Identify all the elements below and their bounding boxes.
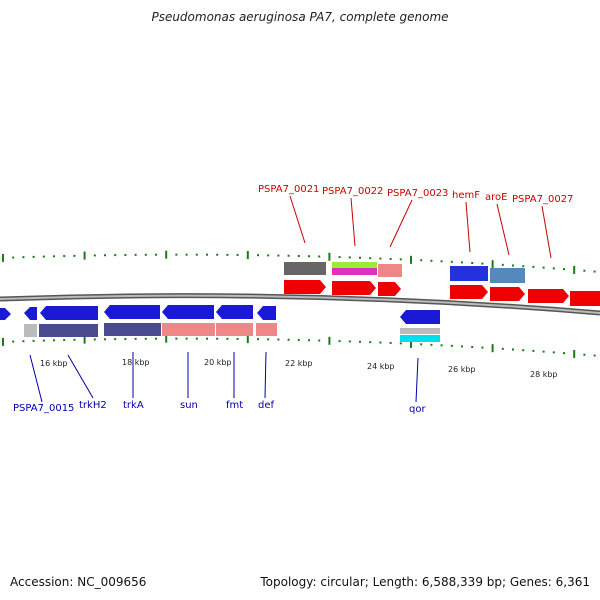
feature-box — [332, 268, 377, 275]
feature-box — [450, 266, 488, 281]
gene-label: PSPA7_0021 — [258, 184, 319, 195]
gene-label: hemF — [452, 190, 480, 201]
feature-box — [284, 262, 326, 275]
accession-text: Accession: NC_009656 — [10, 575, 147, 589]
gene-label: PSPA7_0027 — [512, 194, 573, 205]
reverse-arrow-track — [0, 305, 440, 324]
tick-row-bottom — [2, 334, 596, 358]
gene-arrow-forward — [378, 282, 401, 296]
feature-box — [400, 335, 440, 342]
feature-box — [24, 324, 37, 337]
feature-box — [400, 328, 440, 334]
scale-label: 18 kbp — [122, 358, 150, 367]
scale-label: 24 kbp — [367, 362, 395, 371]
feature-box — [332, 262, 377, 268]
feature-track-top — [284, 262, 525, 283]
topology-text: Topology: circular; Length: 6,588,339 bp… — [260, 575, 590, 589]
gene-label: fmt — [226, 400, 243, 411]
scale-label: 26 kbp — [448, 365, 476, 374]
feature-box — [378, 264, 402, 277]
gene-arrow-forward — [284, 280, 326, 294]
feature-track-bottom — [24, 323, 440, 342]
tick-row-top — [2, 250, 596, 274]
gene-arrow-forward — [528, 289, 569, 303]
gene-label: qor — [409, 404, 426, 415]
feature-box — [490, 268, 525, 283]
gene-arrow-reverse — [104, 305, 160, 319]
gene-label: PSPA7_0015 — [13, 403, 74, 414]
forward-arrow-track — [284, 280, 600, 306]
gene-arrow-reverse — [162, 305, 214, 319]
feature-box — [216, 323, 253, 336]
feature-box — [104, 323, 161, 336]
gene-arrow-reverse — [257, 306, 276, 320]
scale-label: 20 kbp — [204, 358, 232, 367]
feature-box — [162, 323, 215, 336]
gene-label: aroE — [485, 192, 507, 203]
gene-arrow-reverse — [0, 308, 11, 320]
gene-label: trkH2 — [79, 400, 107, 411]
gene-arrow-forward — [490, 287, 525, 301]
gene-arrow-reverse — [40, 306, 98, 320]
gene-arrow-forward — [332, 281, 376, 295]
gene-label: sun — [180, 400, 198, 411]
map-title: Pseudomonas aeruginosa PA7, complete gen… — [151, 10, 449, 24]
gene-arrow-forward — [450, 285, 488, 299]
gene-label: PSPA7_0022 — [322, 186, 383, 197]
gene-arrow-forward — [570, 291, 600, 306]
scale-label: 16 kbp — [40, 359, 68, 368]
callout-lines — [29, 195, 552, 403]
scale-label: 22 kbp — [285, 359, 313, 368]
gene-arrow-reverse — [24, 307, 37, 320]
gene-label: trkA — [123, 400, 144, 411]
gene-arrow-reverse — [216, 305, 253, 319]
scale-label: 28 kbp — [530, 370, 558, 379]
feature-box — [39, 324, 98, 337]
gene-arrow-reverse — [400, 310, 440, 324]
gene-label: PSPA7_0023 — [387, 188, 448, 199]
feature-box — [256, 323, 277, 336]
gene-label: def — [258, 400, 275, 411]
